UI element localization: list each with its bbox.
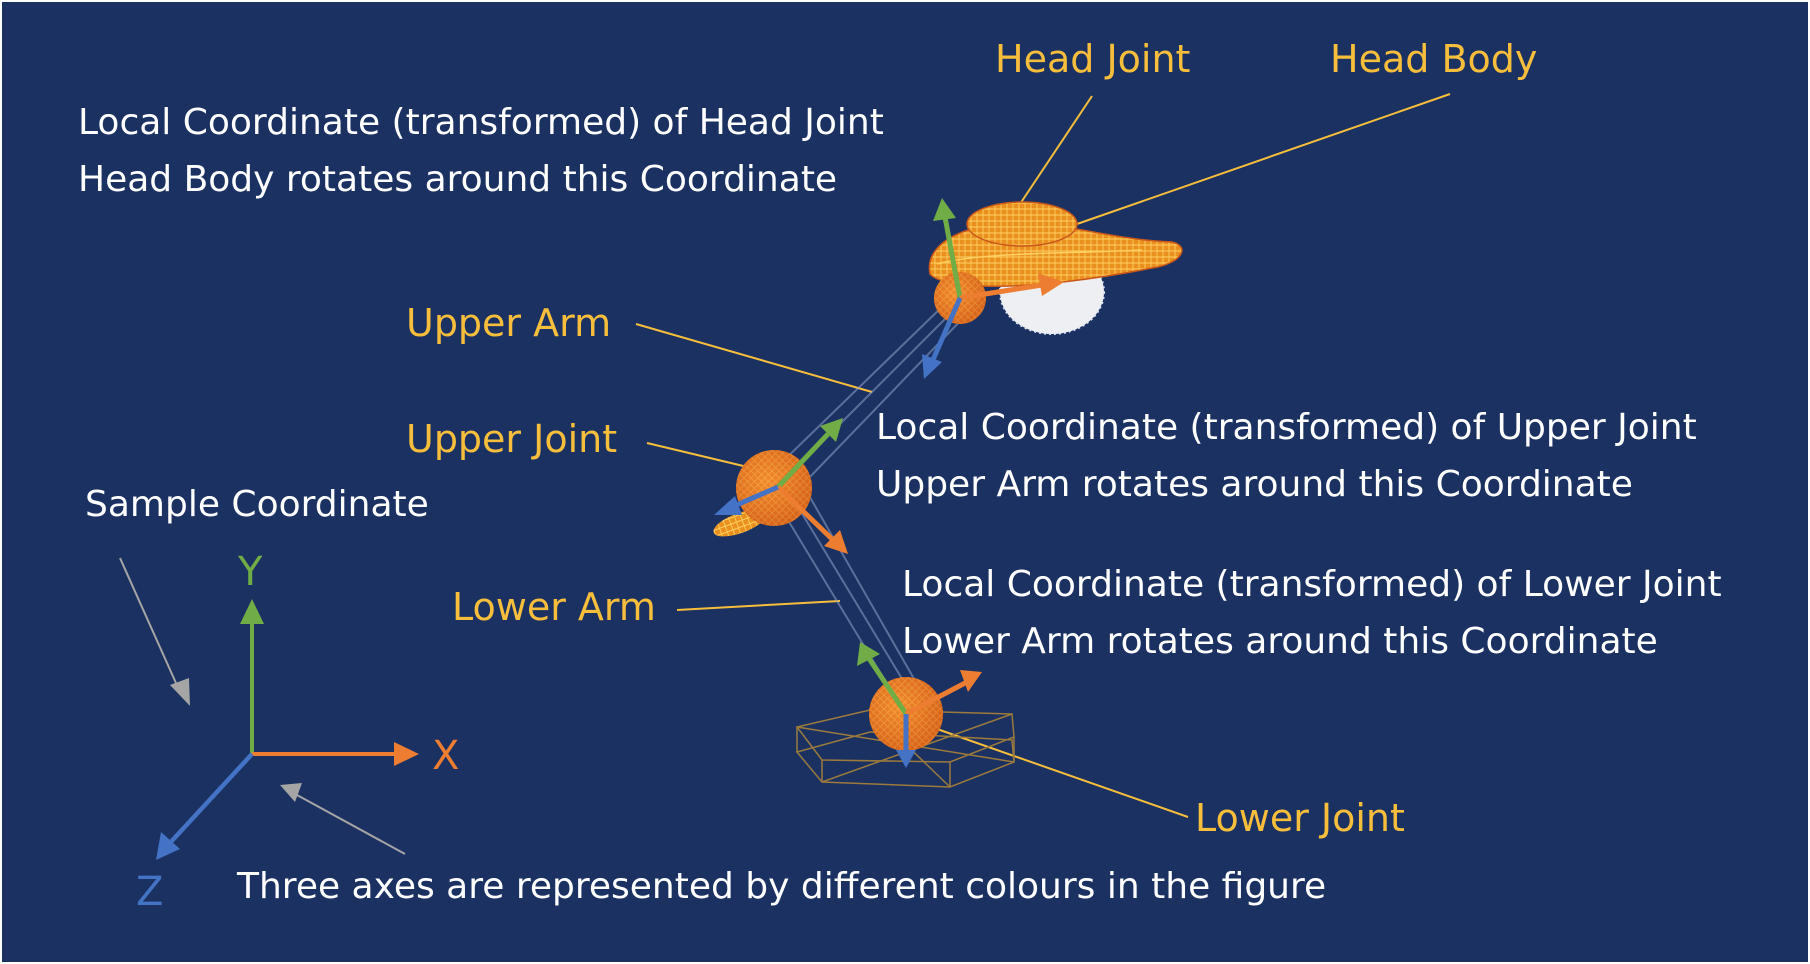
sample-z-arrowhead xyxy=(156,832,180,860)
head-coordinate-note-line2: Head Body rotates around this Coordinate xyxy=(78,159,838,200)
upper-joint-leader xyxy=(646,442,757,470)
upper-arm-label: Upper Arm xyxy=(406,301,612,345)
head-joint-label: Head Joint xyxy=(995,37,1191,81)
head-body-label: Head Body xyxy=(1330,37,1538,81)
head-body xyxy=(928,201,1183,335)
upper-joint-label: Upper Joint xyxy=(406,417,618,461)
upper-coordinate-note-line1: Local Coordinate (transformed) of Upper … xyxy=(876,407,1697,448)
lower-joint-leader xyxy=(919,722,1189,818)
upper-joint-axes xyxy=(714,418,848,554)
sample-coordinate xyxy=(156,599,419,860)
sample-x-arrowhead xyxy=(394,742,419,766)
lower-arm-leader xyxy=(676,600,841,611)
lower-joint-axes xyxy=(857,642,982,768)
sample-coordinate-pointer xyxy=(119,557,181,693)
caption-pointer-head xyxy=(280,783,302,802)
head-joint-axes xyxy=(922,198,1064,379)
callout-leaders xyxy=(635,93,1451,818)
upper-arm-rods xyxy=(776,301,968,481)
axes-caption: Three axes are represented by different … xyxy=(237,866,1327,907)
sample-coordinate-label: Sample Coordinate xyxy=(85,484,429,525)
sample-y-arrowhead xyxy=(240,599,264,624)
y-axis-label: Y xyxy=(238,549,263,595)
sample-coordinate-pointer-head xyxy=(170,678,190,706)
upper-arm-leader xyxy=(635,323,873,393)
head-body-leader xyxy=(1076,93,1451,225)
lower-arm-rods xyxy=(776,491,918,693)
lower-arm-label: Lower Arm xyxy=(452,585,656,629)
caption-pointer xyxy=(296,794,406,855)
z-axis-label: Z xyxy=(136,869,164,915)
sample-z-axis xyxy=(167,752,254,846)
head-coordinate-note-line1: Local Coordinate (transformed) of Head J… xyxy=(78,102,884,143)
upper-coordinate-note-line2: Upper Arm rotates around this Coordinate xyxy=(876,464,1633,505)
lower-coordinate-note-line1: Local Coordinate (transformed) of Lower … xyxy=(902,564,1722,605)
pointer-arrows xyxy=(119,557,406,855)
lower-coordinate-note-line2: Lower Arm rotates around this Coordinate xyxy=(902,621,1658,662)
x-axis-label: X xyxy=(432,733,460,779)
lower-joint-label: Lower Joint xyxy=(1195,796,1405,840)
